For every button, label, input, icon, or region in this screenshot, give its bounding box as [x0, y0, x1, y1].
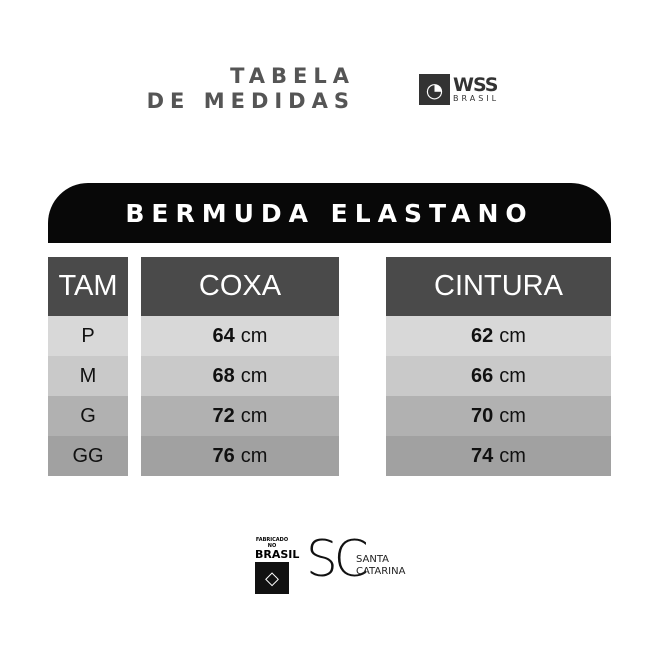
size-column: TAM P M G GG	[48, 257, 128, 476]
unit: cm	[499, 324, 526, 347]
title-line-1: TABELA	[230, 64, 355, 88]
unit: cm	[240, 404, 268, 427]
product-banner: BERMUDA ELASTANO	[48, 183, 611, 243]
value: 64	[212, 324, 235, 347]
value: 66	[471, 364, 494, 387]
value: 76	[212, 444, 235, 467]
value: 62	[471, 324, 494, 347]
unit: cm	[499, 364, 526, 387]
value: 68	[212, 364, 235, 387]
size-cell: M	[48, 356, 128, 396]
cintura-cell: 62 cm	[386, 316, 611, 356]
coxa-cell: 68 cm	[141, 356, 339, 396]
wave-icon: ◔	[419, 74, 450, 105]
value: 74	[471, 444, 494, 467]
value: 72	[212, 404, 235, 427]
size-cell: GG	[48, 436, 128, 476]
cintura-cell: 70 cm	[386, 396, 611, 436]
sc-logo: SC	[306, 530, 369, 588]
unit: cm	[240, 444, 268, 467]
cintura-column: CINTURA 62 cm 66 cm 70 cm 74 cm	[386, 257, 611, 476]
title-line-2: DE MEDIDAS	[146, 89, 355, 113]
unit: cm	[499, 404, 526, 427]
unit: cm	[499, 444, 526, 467]
value: 70	[471, 404, 494, 427]
size-cell: G	[48, 396, 128, 436]
coxa-cell: 72 cm	[141, 396, 339, 436]
coxa-column: COXA 64 cm 68 cm 72 cm 76 cm	[141, 257, 339, 476]
brazil-flag-icon: ◇	[255, 562, 289, 594]
cintura-cell: 66 cm	[386, 356, 611, 396]
wss-logo: ◔ WSS BRASIL	[419, 74, 499, 105]
header-coxa: COXA	[141, 257, 339, 316]
brand-name: WSS	[453, 74, 498, 96]
unit: cm	[240, 364, 268, 387]
header-tam: TAM	[48, 257, 128, 316]
size-cell: P	[48, 316, 128, 356]
sc-line-2: CATARINA	[356, 566, 406, 577]
header-cintura: CINTURA	[386, 257, 611, 316]
sc-line-1: SANTA	[356, 554, 390, 565]
coxa-cell: 64 cm	[141, 316, 339, 356]
made-in: BRASIL	[255, 548, 300, 561]
cintura-cell: 74 cm	[386, 436, 611, 476]
unit: cm	[240, 324, 268, 347]
brand-sub: BRASIL	[453, 94, 500, 103]
sc-logo-text: SANTA CATARINA	[356, 554, 405, 578]
coxa-cell: 76 cm	[141, 436, 339, 476]
made-in-brasil-badge: FABRICADO NO BRASIL ◇	[255, 537, 300, 594]
made-in-small: FABRICADO NO	[255, 537, 289, 549]
